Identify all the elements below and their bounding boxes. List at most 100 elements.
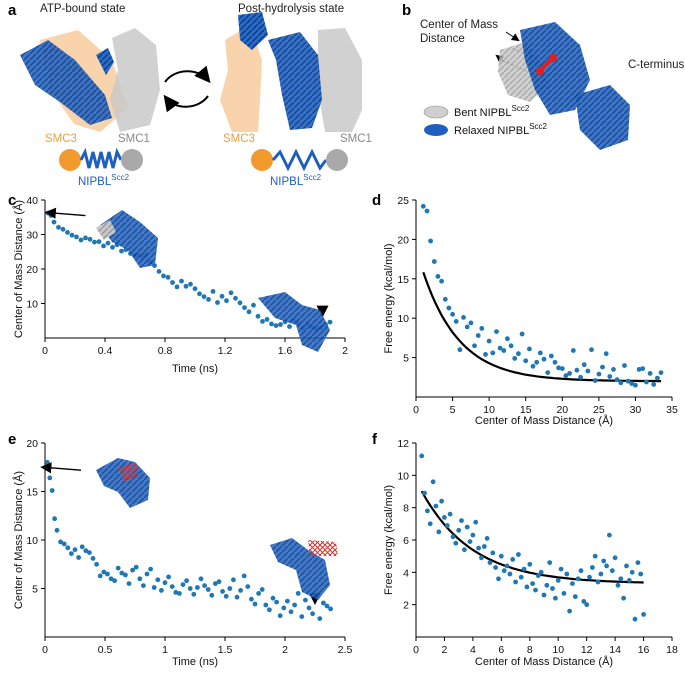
data-point-f xyxy=(507,571,513,577)
data-point-c xyxy=(201,294,207,299)
smc1-surface-left xyxy=(110,28,160,132)
data-point-f xyxy=(632,616,638,622)
x-tick-label-f: 10 xyxy=(552,644,564,656)
x-tick-label-e: 1 xyxy=(162,644,168,656)
data-point-d xyxy=(501,348,507,353)
data-point-e xyxy=(245,584,251,589)
com-dot-bent xyxy=(536,67,544,75)
data-point-d xyxy=(589,347,594,353)
com-dot-relaxed xyxy=(549,54,557,62)
x-tick-label-f: 8 xyxy=(527,644,533,656)
data-point-d xyxy=(464,324,470,330)
data-point-c xyxy=(92,239,97,245)
data-point-d xyxy=(592,378,598,383)
data-point-f xyxy=(444,523,450,528)
y-tick-label-f: 6 xyxy=(403,535,409,547)
data-point-d xyxy=(640,366,646,371)
data-point-f xyxy=(581,599,587,604)
legend-relaxed-label: Relaxed NIPBLScc2 xyxy=(454,122,548,137)
data-point-f xyxy=(541,592,547,598)
data-point-f xyxy=(450,534,456,540)
data-point-f xyxy=(575,576,581,582)
data-point-c xyxy=(224,298,229,304)
data-point-d xyxy=(527,346,532,352)
annotation-arrowhead-c xyxy=(316,305,329,318)
data-point-c xyxy=(251,302,256,308)
nipbl-spring-extended xyxy=(271,148,328,172)
data-point-f xyxy=(436,529,442,535)
data-point-c xyxy=(264,317,270,322)
data-point-c xyxy=(101,243,106,249)
data-point-d xyxy=(548,353,554,359)
data-point-f xyxy=(609,568,615,574)
data-point-d xyxy=(435,274,441,279)
chart-c: 0 0.4 0.8 1.2 1.6 2 10 20 30 40 Time (ns) Center of… xyxy=(12,195,348,375)
x-tick-label-c: 0.4 xyxy=(98,345,113,357)
data-point-f xyxy=(467,539,473,544)
data-point-d xyxy=(512,356,518,361)
data-point-d xyxy=(556,365,561,371)
data-point-e xyxy=(277,613,283,619)
data-point-f xyxy=(535,573,541,578)
data-point-e xyxy=(166,574,172,580)
panel-letter-d: d xyxy=(372,192,381,209)
data-point-d xyxy=(479,326,485,331)
data-point-d xyxy=(559,366,565,371)
data-point-d xyxy=(490,350,496,356)
data-point-e xyxy=(108,576,114,582)
data-point-e xyxy=(187,586,193,591)
data-point-c xyxy=(260,319,265,324)
data-point-f xyxy=(612,555,618,561)
panel-b: b Center of Mass Distance C-terminus Ben… xyxy=(402,2,684,150)
data-point-d xyxy=(655,375,660,381)
data-point-f xyxy=(584,602,590,608)
data-point-d xyxy=(603,351,609,357)
y-tick-label-c: 10 xyxy=(26,299,38,311)
data-point-e xyxy=(281,605,287,611)
smc3-ball-right xyxy=(251,149,273,171)
post-hydrolysis-title: Post-hydrolysis state xyxy=(238,3,344,15)
data-point-e xyxy=(249,596,254,602)
data-point-c xyxy=(269,321,274,327)
data-point-c xyxy=(156,269,162,274)
data-point-f xyxy=(422,490,427,496)
data-point-f xyxy=(550,586,555,591)
data-point-d xyxy=(453,319,459,324)
data-point-e xyxy=(105,571,110,577)
data-point-c xyxy=(56,224,61,230)
x-tick-label-c: 1.6 xyxy=(278,345,293,357)
data-point-c xyxy=(219,293,225,299)
data-point-d xyxy=(629,381,635,386)
data-point-c xyxy=(287,324,292,329)
panel-letter-e: e xyxy=(8,431,16,448)
data-point-f xyxy=(470,532,476,538)
data-point-c xyxy=(51,219,57,225)
smc1-ball-left xyxy=(121,149,143,171)
y-tick-label-f: 8 xyxy=(403,503,409,515)
data-point-d xyxy=(578,374,583,380)
data-point-e xyxy=(173,590,179,595)
data-point-f xyxy=(462,547,467,553)
x-tick-label-d: 10 xyxy=(483,404,495,416)
legend-bent-swatch xyxy=(423,105,449,119)
x-tick-label-c: 1.2 xyxy=(218,345,233,357)
annotation-arrow-e xyxy=(40,462,82,474)
data-point-f xyxy=(587,574,592,580)
x-tick-label-c: 0 xyxy=(42,345,48,357)
relaxed-nipbl-ribbon-lower xyxy=(575,85,630,150)
data-point-e xyxy=(180,582,186,587)
panel-a: a ATP-bound state Post-hydrolysis state … xyxy=(8,2,372,188)
x-tick-label-d: 20 xyxy=(556,404,568,416)
data-point-f xyxy=(456,527,462,533)
spring-schematic-extended: NIPBLScc2 xyxy=(251,148,348,188)
data-point-f xyxy=(521,566,527,572)
panel-letter-b: b xyxy=(402,2,411,19)
data-point-f xyxy=(592,553,598,559)
data-point-c xyxy=(174,284,180,290)
panel-letter-c: c xyxy=(8,192,16,209)
x-tick-label-f: 16 xyxy=(638,644,650,656)
data-point-d xyxy=(607,374,613,379)
data-point-f xyxy=(501,568,507,574)
data-point-e xyxy=(133,564,139,570)
data-point-c xyxy=(197,291,202,297)
